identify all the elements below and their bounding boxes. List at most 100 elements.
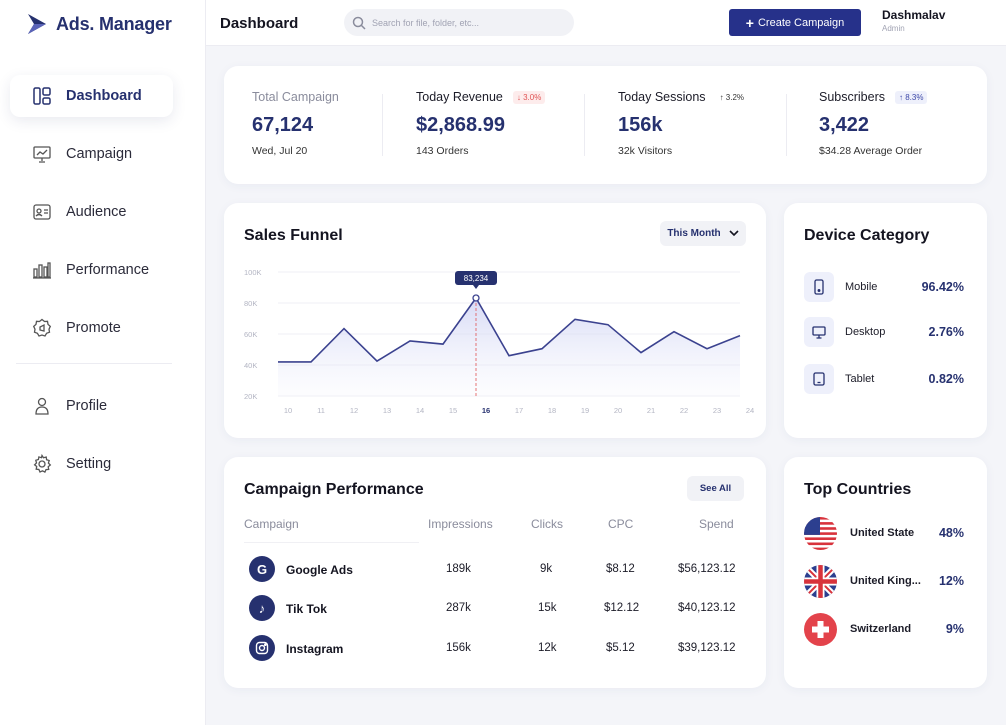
x-tick-label: 23 [713,406,721,415]
search-input[interactable] [372,17,562,28]
country-name: United State [850,527,915,539]
cpc-cell: $8.12 [606,563,635,575]
see-all-button[interactable]: See All [687,476,744,501]
app-logo[interactable]: Ads. Manager [26,12,172,36]
stat-title: Today Revenue [416,90,503,104]
sidebar-item-audience[interactable]: Audience [10,191,173,233]
stat-sub: 143 Orders [416,145,469,157]
desktop-icon [812,326,826,339]
user-menu[interactable]: Dashmalav Admin [882,8,945,33]
sidebar-item-campaign[interactable]: Campaign [10,133,173,175]
device-value: 96.42% [921,280,964,294]
presentation-icon [33,146,51,163]
y-tick-label: 20K [244,392,257,401]
x-tick-label: 14 [416,406,424,415]
chevron-down-icon [729,230,739,237]
stat-value: 67,124 [252,114,314,136]
sidebar-item-label: Campaign [66,146,133,162]
logo-text: Ads. Manager [56,13,172,34]
sidebar-item-promote[interactable]: Promote [10,307,173,349]
country-name: United King... [850,575,921,587]
period-select[interactable]: This Month [660,221,746,246]
country-value: 48% [938,526,964,540]
gear-icon [33,454,52,474]
swiss-flag-icon [804,612,837,646]
mobile-icon [814,279,824,295]
spend-cell: $40,123.12 [678,602,736,614]
x-tick-label: 11 [317,406,325,415]
create-campaign-button[interactable]: + Create Campaign [729,9,861,36]
device-name: Tablet [845,373,875,385]
highlight-point[interactable] [472,294,480,302]
x-tick-label: 15 [449,406,457,415]
x-tick-label: 13 [383,406,391,415]
stat-divider [786,94,787,156]
column-header-clicks: Clicks [531,517,563,531]
trend-up-badge: ↑ 8.3% [895,90,928,104]
tablet-icon [813,372,825,386]
clicks-cell: 9k [540,563,553,575]
device-name: Desktop [845,326,886,338]
user-name: Dashmalav [882,8,946,22]
campaign-name: Instagram [286,642,344,656]
stat-sub: 32k Visitors [618,145,673,157]
page-title: Dashboard [220,15,299,32]
campaign-performance-card: Campaign Performance See All Campaign Im… [224,457,766,688]
instagram-icon [249,635,275,661]
country-value: 12% [938,574,964,588]
sales-funnel-chart: 100K 80K 60K 40K 20K 10 11 12 13 14 15 16 17 18 19 20 21… [244,268,754,415]
sales-funnel-card: 100K 80K 60K 40K 20K 10 11 12 13 14 15 16 17 18 19 20 21… [224,203,766,438]
stat-value: 3,422 [819,114,870,136]
card-title: Device Category [804,227,930,244]
period-label: This Month [667,228,721,239]
x-tick-label: 12 [350,406,358,415]
chart-area [278,298,740,396]
country-row-switzerland: Switzerland 9% [804,612,964,646]
stat-value: 156k [618,114,663,136]
trend-down-badge: ↓ 3.0% [512,90,546,104]
stat-title: Today Sessions [618,90,706,104]
stats-card: Total Campaign 67,124 Wed, Jul 20 Today … [224,66,987,184]
impressions-cell: 156k [446,642,471,654]
x-tick-label: 20 [614,406,622,415]
table-row[interactable]: G Google Ads 189k 9k $8.12 $56,123.12 [224,556,766,584]
sidebar-item-profile[interactable]: Profile [10,385,173,427]
clicks-cell: 12k [538,642,557,654]
device-row-mobile: Mobile 96.42% [804,272,964,302]
sidebar-item-performance[interactable]: Performance [10,249,173,291]
y-tick-label: 40K [244,361,257,370]
badge-icon [32,318,52,337]
sidebar-item-dashboard[interactable]: Dashboard [10,75,173,117]
search-bar[interactable] [344,9,574,36]
tooltip-box [455,270,497,285]
dashboard-icon [33,87,51,105]
sidebar-item-setting[interactable]: Setting [10,443,173,485]
sidebar-item-label: Promote [66,320,121,336]
trend-up-badge: ↑ 3.2% [719,92,745,102]
sidebar-divider [16,363,172,364]
table-row[interactable]: Instagram 156k 12k $5.12 $39,123.12 [224,635,766,663]
card-title: Campaign Performance [244,481,424,498]
sidebar-item-label: Setting [66,456,112,472]
stat-divider [382,94,383,156]
campaign-name: Google Ads [286,563,353,577]
stat-today-revenue: Today Revenue ↓ 3.0% $2,868.99 143 Order… [416,90,546,157]
search-icon [352,16,366,30]
device-row-tablet: Tablet 0.82% [804,364,964,394]
plus-icon: + [745,14,754,31]
table-row[interactable]: ♪ Tik Tok 287k 15k $12.12 $40,123.12 [224,595,766,623]
country-value: 9% [945,622,964,636]
country-name: Switzerland [850,623,912,635]
stat-title: Total Campaign [252,90,339,104]
sidebar-item-label: Profile [66,398,108,414]
cpc-cell: $5.12 [606,642,635,654]
cpc-cell: $12.12 [604,602,640,614]
column-header-cpc: CPC [608,517,634,531]
country-row-uk: United King... 12% [804,564,964,598]
x-tick-label: 18 [548,406,556,415]
sidebar: Ads. Manager Dashboard Campaign Audience… [0,0,206,725]
device-name: Mobile [845,281,878,293]
device-row-desktop: Desktop 2.76% [804,317,964,347]
stat-divider [584,94,585,156]
y-tick-label: 100K [244,268,262,277]
